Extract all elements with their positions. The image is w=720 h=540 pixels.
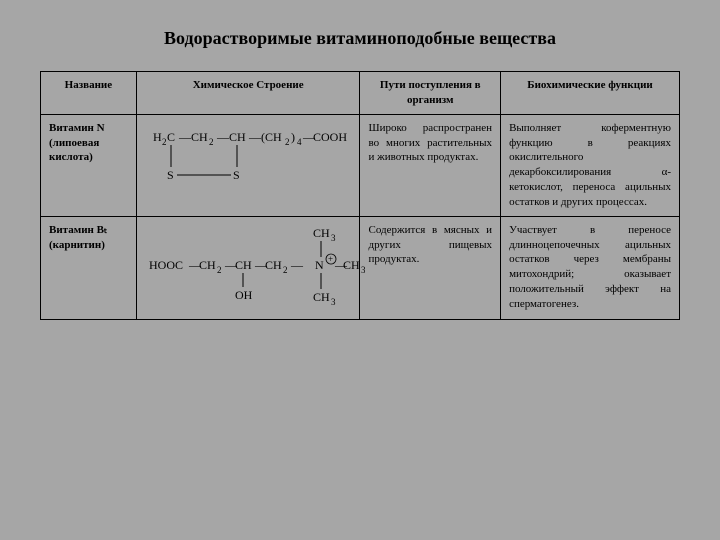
svg-text:(CH: (CH [261,130,282,144]
cell-structure-lipoic: H2 C — CH2 — CH — (CH2)4 — COOH [136,114,360,216]
svg-text:CH: CH [343,258,360,272]
svg-text:): ) [291,130,295,144]
col-header-structure: Химическое Строение [136,72,360,115]
vitamins-table: Название Химическое Строение Пути поступ… [40,71,680,320]
col-header-name: Название [41,72,137,115]
svg-text:OH: OH [235,288,253,302]
svg-text:3: 3 [361,265,365,275]
svg-text:HOOC: HOOC [149,258,183,272]
svg-text:2: 2 [217,265,222,275]
svg-text:S: S [233,168,240,182]
col-header-intake: Пути поступления в организм [360,72,501,115]
svg-text:CH: CH [265,258,282,272]
svg-text:2: 2 [162,137,167,147]
table-row: Витамин N (липоевая кислота) H2 C — CH2 … [41,114,680,216]
col-header-function: Биохимические функции [501,72,680,115]
cell-intake: Широко распространен во многих раститель… [360,114,501,216]
page-title: Водорастворимые витаминоподобные веществ… [40,28,680,49]
cell-intake: Содержится в мясных и других пищевых про… [360,216,501,319]
svg-text:+: + [328,254,333,264]
svg-text:CH: CH [191,130,208,144]
svg-text:—: — [216,130,230,144]
table-row: Витамин Bₜ (карнитин) CH3 HOOC — CH2 — C… [41,216,680,319]
svg-text:C: C [167,130,175,144]
page: Водорастворимые витаминоподобные веществ… [0,0,720,320]
svg-text:4: 4 [297,137,302,147]
cell-function: Выполняет коферментную функцию в реакция… [501,114,680,216]
svg-text:H: H [153,130,162,144]
svg-text:CH: CH [313,226,330,240]
cell-name: Витамин Bₜ (карнитин) [41,216,137,319]
cell-structure-carnitine: CH3 HOOC — CH2 — CH — CH2 — N [136,216,360,319]
svg-text:3: 3 [331,297,336,307]
svg-text:2: 2 [285,137,290,147]
lipoic-acid-structure-icon: H2 C — CH2 — CH — (CH2)4 — COOH [145,121,365,191]
cell-function: Участвует в переносе длинноцепочечных ац… [501,216,680,319]
svg-text:CH: CH [313,290,330,304]
svg-text:CH: CH [199,258,216,272]
svg-text:CH: CH [235,258,252,272]
svg-text:—: — [248,130,262,144]
svg-text:3: 3 [331,233,336,243]
svg-text:CH: CH [229,130,246,144]
table-header-row: Название Химическое Строение Пути поступ… [41,72,680,115]
svg-text:—: — [290,258,304,272]
svg-text:COOH: COOH [313,130,347,144]
svg-text:2: 2 [283,265,288,275]
svg-text:N: N [315,258,324,272]
carnitine-structure-icon: CH3 HOOC — CH2 — CH — CH2 — N [145,223,365,313]
cell-name: Витамин N (липоевая кислота) [41,114,137,216]
svg-text:—: — [178,130,192,144]
svg-text:S: S [167,168,174,182]
svg-text:2: 2 [209,137,214,147]
